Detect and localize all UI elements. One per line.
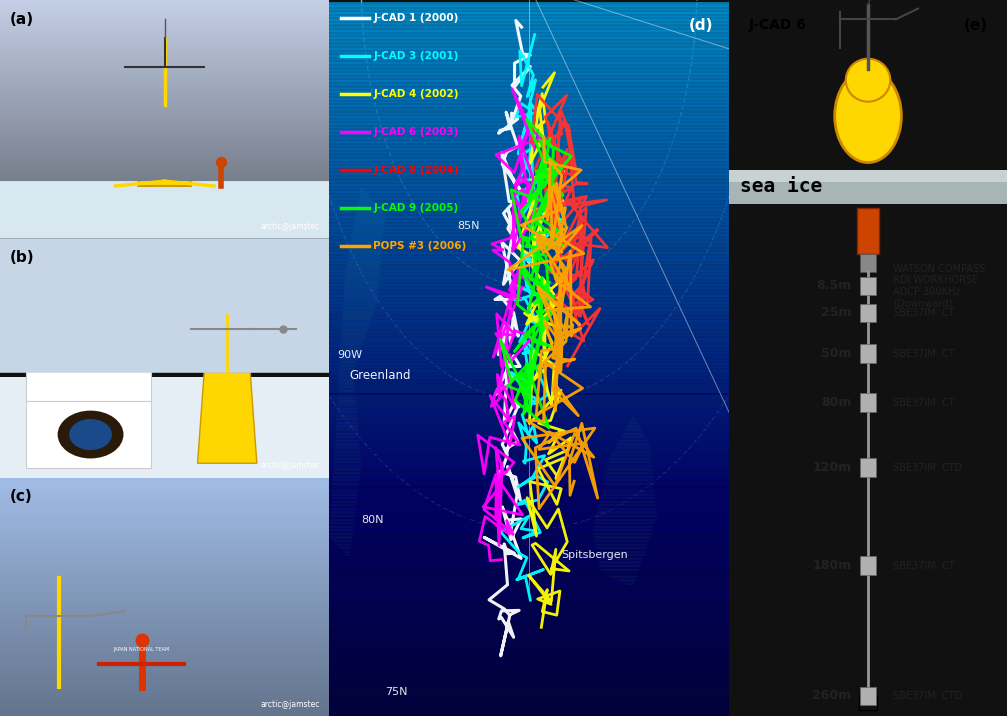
Text: (d): (d) bbox=[689, 18, 713, 33]
Ellipse shape bbox=[846, 59, 890, 102]
Text: 50m: 50m bbox=[821, 347, 851, 360]
Text: SBE37IM  CT: SBE37IM CT bbox=[893, 561, 955, 571]
Circle shape bbox=[219, 555, 275, 596]
Bar bbox=[26, 401, 151, 468]
Text: SBE37IM  CT: SBE37IM CT bbox=[893, 397, 955, 407]
Bar bbox=[26, 286, 151, 401]
Text: arctic@jamstec: arctic@jamstec bbox=[260, 700, 319, 709]
Text: J-CAD 6 (2003): J-CAD 6 (2003) bbox=[374, 127, 458, 137]
Text: (b): (b) bbox=[10, 251, 34, 266]
Bar bbox=[860, 276, 876, 295]
Polygon shape bbox=[593, 415, 658, 587]
Circle shape bbox=[69, 419, 112, 450]
Bar bbox=[860, 687, 876, 705]
Bar bbox=[729, 170, 1007, 204]
Bar bbox=[860, 393, 876, 412]
Text: POPS #3 (2006): POPS #3 (2006) bbox=[374, 241, 466, 251]
Text: J-CAD 6: J-CAD 6 bbox=[748, 18, 807, 32]
Circle shape bbox=[62, 324, 119, 364]
Bar bbox=[859, 695, 877, 710]
Text: arctic@jamstec: arctic@jamstec bbox=[260, 222, 319, 231]
Bar bbox=[86, 639, 197, 659]
Polygon shape bbox=[197, 372, 257, 463]
Text: 120m: 120m bbox=[812, 461, 851, 474]
Text: 75N: 75N bbox=[386, 687, 408, 697]
Text: J-CAD 9 (2005): J-CAD 9 (2005) bbox=[374, 203, 458, 213]
Polygon shape bbox=[0, 668, 329, 716]
Text: Greenland: Greenland bbox=[349, 369, 411, 382]
Text: 180m: 180m bbox=[813, 559, 851, 572]
Text: J-CAD 1 (2000): J-CAD 1 (2000) bbox=[374, 13, 458, 23]
Text: 85N: 85N bbox=[457, 221, 479, 231]
Text: J-CAD 3 (2001): J-CAD 3 (2001) bbox=[374, 51, 458, 61]
Text: (a): (a) bbox=[10, 12, 34, 27]
Text: J-CAD 4 (2002): J-CAD 4 (2002) bbox=[374, 89, 459, 99]
Bar bbox=[197, 625, 296, 707]
Text: arctic@jamstec: arctic@jamstec bbox=[260, 461, 319, 470]
Circle shape bbox=[226, 650, 269, 682]
Bar bbox=[729, 170, 1007, 182]
Bar bbox=[197, 526, 296, 625]
Bar bbox=[860, 556, 876, 575]
Polygon shape bbox=[0, 377, 329, 478]
Text: Spitsbergen: Spitsbergen bbox=[561, 551, 628, 561]
Text: SBE37IM  CT: SBE37IM CT bbox=[893, 308, 955, 318]
Bar bbox=[860, 304, 876, 322]
Text: 80m: 80m bbox=[821, 396, 851, 409]
Text: WATSON COMPASS
RDI WORKHORSE
ADCP 300KHz
(Downward): WATSON COMPASS RDI WORKHORSE ADCP 300KHz… bbox=[893, 263, 985, 309]
Circle shape bbox=[214, 642, 280, 690]
Text: (c): (c) bbox=[10, 490, 32, 505]
Circle shape bbox=[20, 659, 99, 716]
Text: 80N: 80N bbox=[362, 515, 384, 525]
Polygon shape bbox=[138, 105, 191, 186]
Text: 90W: 90W bbox=[337, 350, 363, 360]
Text: 25m: 25m bbox=[821, 306, 851, 319]
Text: SBE37IM  CTD: SBE37IM CTD bbox=[893, 463, 963, 473]
Circle shape bbox=[57, 410, 124, 458]
Bar bbox=[857, 208, 879, 254]
Polygon shape bbox=[0, 172, 329, 238]
Text: J-CAD 8 (2004): J-CAD 8 (2004) bbox=[374, 165, 459, 175]
Text: 260m: 260m bbox=[813, 690, 851, 702]
Bar bbox=[860, 458, 876, 477]
Text: 8.5m: 8.5m bbox=[817, 279, 851, 292]
Text: (e): (e) bbox=[964, 18, 988, 33]
Text: SBE37IM  CTD: SBE37IM CTD bbox=[893, 691, 963, 701]
Bar bbox=[860, 254, 876, 272]
Ellipse shape bbox=[835, 69, 901, 163]
Text: sea ice: sea ice bbox=[740, 178, 823, 196]
Polygon shape bbox=[329, 186, 386, 558]
Text: JAPAN NATIONAL TEAM: JAPAN NATIONAL TEAM bbox=[114, 647, 169, 652]
Text: SBE37IM  CT: SBE37IM CT bbox=[893, 349, 955, 359]
Bar bbox=[860, 344, 876, 363]
